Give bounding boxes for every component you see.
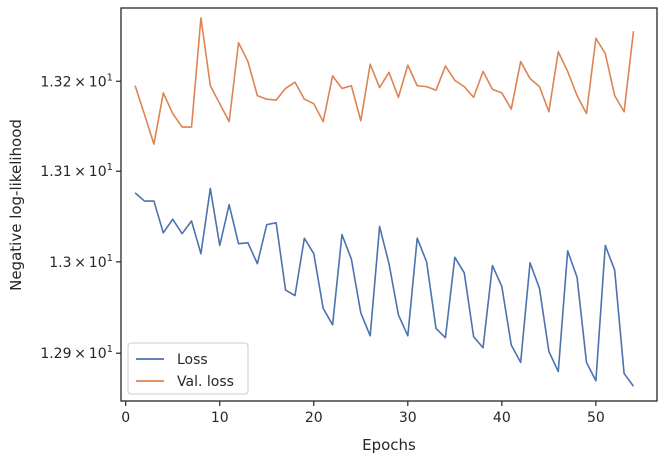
y-tick-label: 1.29 × 101 [40, 344, 113, 362]
y-tick-exponent: 1 [107, 253, 113, 264]
x-axis-ticks: 0 10 20 30 40 50 [121, 401, 605, 426]
y-tick-mantissa: 1.29 [40, 346, 71, 362]
y-tick-mantissa: 1.3 [49, 255, 71, 271]
legend-label: Loss [177, 352, 208, 368]
y-tick-label: 1.31 × 101 [40, 162, 113, 180]
y-tick-exponent: 1 [107, 72, 113, 83]
legend: Loss Val. loss [127, 342, 249, 395]
x-tick-label: 20 [305, 410, 323, 426]
x-tick-label: 10 [211, 410, 229, 426]
y-tick-mantissa: 1.31 [40, 164, 71, 180]
x-axis-label: Epochs [362, 436, 416, 454]
legend-label: Val. loss [177, 374, 234, 390]
y-tick-label: 1.3 × 101 [49, 253, 113, 271]
y-tick-times-ten: × 10 [71, 346, 106, 362]
y-tick-times-ten: × 10 [71, 74, 106, 90]
x-tick-label: 50 [587, 410, 605, 426]
y-tick-exponent: 1 [107, 344, 113, 355]
x-tick-label: 0 [121, 410, 130, 426]
y-tick-times-ten: × 10 [71, 255, 106, 271]
series-line-loss [134, 187, 635, 387]
series-line-val-loss [134, 16, 635, 145]
y-tick-times-ten: × 10 [71, 164, 106, 180]
x-tick-label: 30 [399, 410, 417, 426]
y-axis-label: Negative log-likelihood [7, 119, 25, 291]
y-tick-mantissa: 1.32 [40, 74, 71, 90]
y-tick-exponent: 1 [107, 162, 113, 173]
series-layer [134, 16, 635, 387]
plot-frame [120, 7, 658, 402]
y-tick-label: 1.32 × 101 [40, 72, 113, 90]
x-tick-label: 40 [493, 410, 511, 426]
